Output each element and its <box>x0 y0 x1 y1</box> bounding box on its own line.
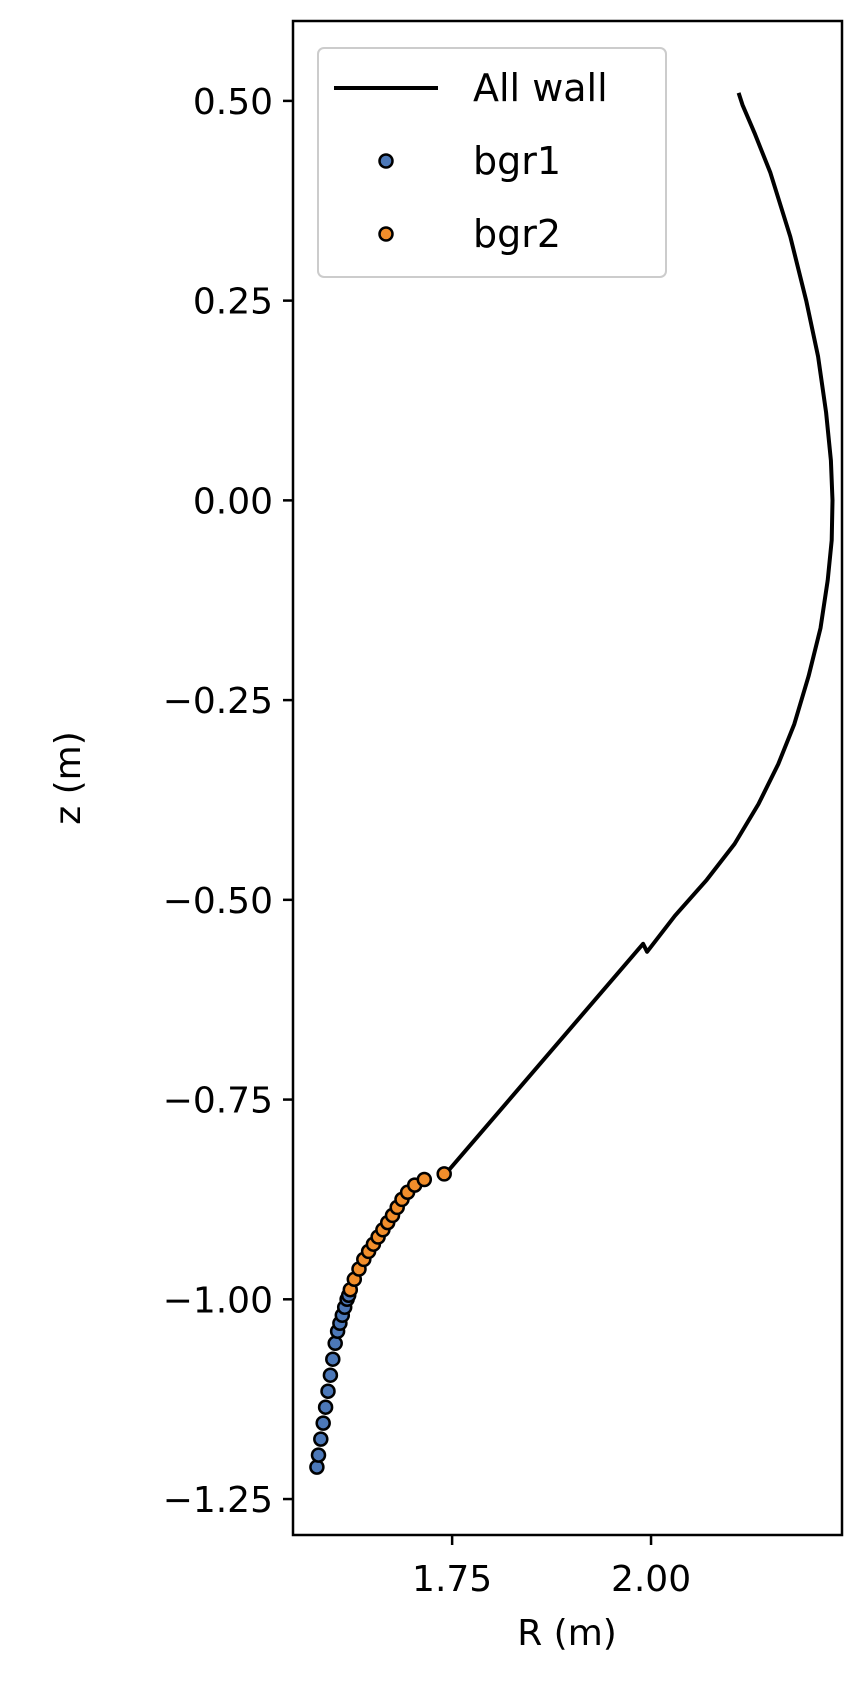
legend-label: bgr2 <box>473 212 561 256</box>
point-bgr1 <box>313 1431 329 1447</box>
legend: All wall bgr1 bgr2 <box>317 47 667 278</box>
legend-swatch-marker <box>378 153 394 169</box>
x-axis-label: R (m) <box>517 1613 617 1654</box>
legend-label: bgr1 <box>473 139 561 183</box>
y-tick-label: 0.25 <box>193 282 273 323</box>
x-axis: 1.75 2.00 <box>412 1535 691 1600</box>
point-bgr1 <box>325 1351 341 1367</box>
point-bgr2 <box>436 1166 452 1182</box>
y-axis-label: z (m) <box>48 731 89 825</box>
legend-label: All wall <box>473 66 608 110</box>
point-bgr1 <box>315 1415 331 1431</box>
y-tick-label: −0.25 <box>163 681 273 722</box>
y-axis: 0.50 0.25 0.00 −0.25 −0.50 −0.75 −1.00 −1.25 <box>163 82 293 1521</box>
point-bgr1 <box>327 1335 343 1352</box>
plot-frame <box>291 19 844 1537</box>
legend-box <box>317 47 667 278</box>
series-line-all-wall <box>442 92 835 1177</box>
y-tick-label: 0.50 <box>193 82 273 123</box>
y-tick-label: 0.00 <box>193 481 273 522</box>
data-layer <box>309 92 835 1475</box>
point-bgr1 <box>317 1399 334 1415</box>
x-tick-label: 1.75 <box>412 1559 492 1600</box>
legend-swatch-marker <box>378 226 394 242</box>
y-tick-label: −1.25 <box>163 1480 273 1521</box>
y-tick-label: −0.75 <box>163 1081 273 1122</box>
point-bgr2 <box>416 1171 433 1188</box>
y-tick-label: −1.00 <box>163 1280 273 1321</box>
x-tick-label: 2.00 <box>611 1559 691 1600</box>
point-bgr1 <box>322 1367 339 1383</box>
point-bgr1 <box>320 1383 336 1399</box>
y-tick-label: −0.50 <box>163 881 273 922</box>
point-bgr1 <box>310 1447 327 1463</box>
